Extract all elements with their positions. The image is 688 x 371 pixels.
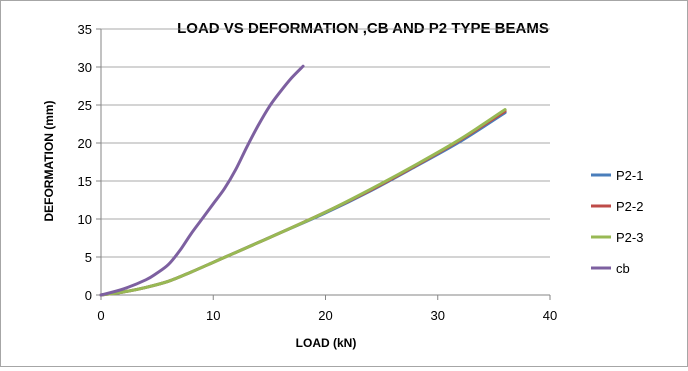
y-tick-label-5: 5	[85, 250, 92, 265]
y-tick-label-0: 0	[85, 288, 92, 303]
series-line-cb	[99, 64, 305, 297]
x-tick-label-30: 30	[431, 308, 445, 323]
legend-label-p2-1: P2-1	[616, 168, 643, 183]
series-line-p2-1	[99, 111, 507, 297]
y-tick-label-35: 35	[78, 22, 92, 37]
series-line-p2-3	[99, 108, 507, 297]
y-tick-label-30: 30	[78, 60, 92, 75]
y-tick-label-10: 10	[78, 212, 92, 227]
series-lines	[99, 64, 507, 297]
x-tick-label-40: 40	[543, 308, 557, 323]
y-axis-title: DEFORMATION (mm)	[42, 100, 56, 221]
tick-labels: 0 5 10 15 20 25 30 35 0 10 20 30 40	[78, 22, 558, 323]
gridlines	[101, 28, 550, 258]
y-tick-label-15: 15	[78, 174, 92, 189]
axes	[96, 28, 551, 300]
legend-item-p2-2: P2-2	[591, 199, 643, 214]
x-tick-label-10: 10	[206, 308, 220, 323]
legend-label-cb: cb	[616, 261, 630, 276]
legend-item-p2-1: P2-1	[591, 168, 643, 183]
legend-item-cb: cb	[591, 261, 630, 276]
legend: P2-1 P2-2 P2-3 cb	[591, 168, 643, 276]
x-tick-label-0: 0	[97, 308, 104, 323]
chart-title: LOAD VS DEFORMATION ,CB AND P2 TYPE BEAM…	[177, 20, 549, 37]
x-axis-title: LOAD (kN)	[296, 336, 357, 350]
legend-item-p2-3: P2-3	[591, 230, 643, 245]
y-tick-label-25: 25	[78, 98, 92, 113]
series-line-p2-2	[99, 109, 507, 297]
legend-label-p2-3: P2-3	[616, 230, 643, 245]
x-tick-label-20: 20	[318, 308, 332, 323]
legend-label-p2-2: P2-2	[616, 199, 643, 214]
y-tick-label-20: 20	[78, 136, 92, 151]
